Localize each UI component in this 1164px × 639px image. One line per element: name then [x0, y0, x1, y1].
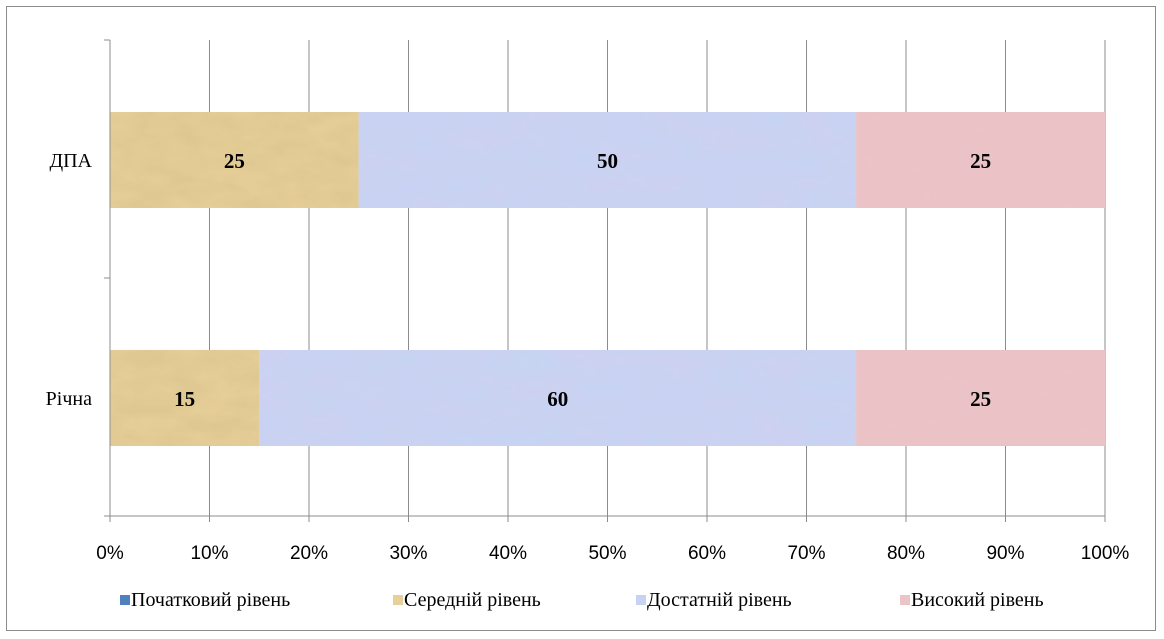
bars: 25 50 25 15 60 25 — [110, 112, 1105, 446]
chart-frame — [6, 6, 1156, 631]
category-label: ДПА — [49, 150, 92, 172]
x-tick-label: 60% — [688, 543, 726, 564]
x-tick-label: 10% — [190, 543, 228, 564]
category-label: Річна — [46, 388, 92, 410]
legend-label: Середній рівень — [404, 589, 541, 611]
axes: 0% 10% 20% 30% 40% 50% 60% 70% 80% 90% 100% ДПА Річн… — [46, 39, 1130, 564]
legend-label: Високий рівень — [911, 589, 1044, 611]
x-tick-label: 90% — [986, 543, 1024, 564]
legend-swatch — [900, 595, 910, 605]
bar-texture — [110, 350, 260, 446]
bar-texture — [110, 112, 359, 208]
x-tick-label: 0% — [96, 543, 124, 564]
bar-texture — [358, 112, 857, 208]
legend-label: Достатній рівень — [647, 589, 792, 611]
data-label: 50 — [597, 149, 618, 173]
legend-swatch — [120, 595, 130, 605]
legend-label: Початковий рівень — [131, 589, 290, 611]
data-label: 25 — [970, 387, 991, 411]
x-tick-label: 50% — [588, 543, 626, 564]
x-tick-label: 70% — [787, 543, 825, 564]
legend: Початковий рівень Середній рівень Достатні… — [120, 589, 1044, 611]
data-label: 60 — [547, 387, 568, 411]
x-tick-label: 80% — [887, 543, 925, 564]
bar-texture — [856, 350, 1105, 446]
data-label: 25 — [224, 149, 245, 173]
x-tick-label: 40% — [489, 543, 527, 564]
data-label: 25 — [970, 149, 991, 173]
legend-swatch — [636, 595, 646, 605]
data-label: 15 — [174, 387, 195, 411]
bar-texture — [856, 112, 1105, 208]
legend-swatch — [393, 595, 403, 605]
bar-texture — [259, 350, 857, 446]
x-tick-label: 30% — [389, 543, 427, 564]
x-tick-label: 20% — [290, 543, 328, 564]
x-tick-label: 100% — [1081, 543, 1130, 564]
